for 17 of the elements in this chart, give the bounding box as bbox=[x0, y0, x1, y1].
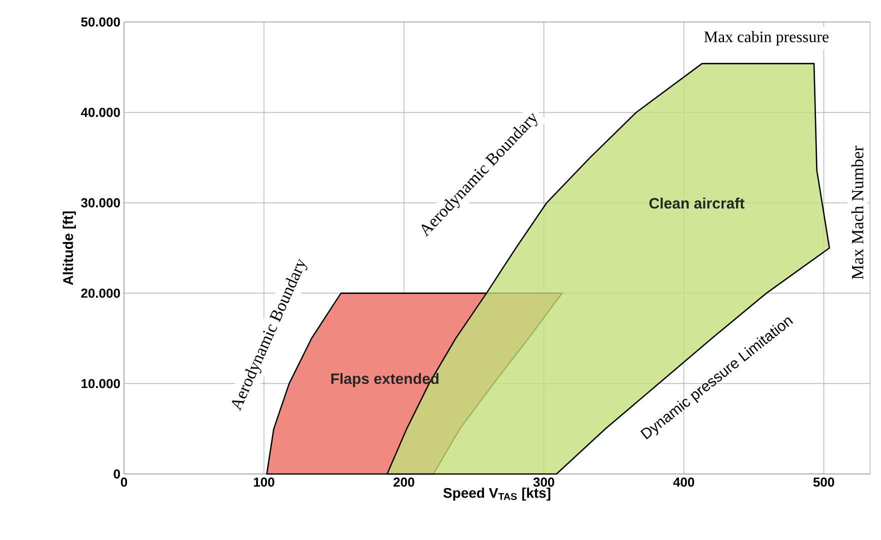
x-tick-label: 400 bbox=[673, 478, 694, 487]
annotation: Max Mach Number bbox=[851, 146, 864, 280]
y-tick-label: 50.000 bbox=[81, 17, 120, 27]
series-label: Clean aircraft bbox=[649, 198, 744, 209]
annotation: Max cabin pressure bbox=[704, 31, 829, 46]
x-tick-label: 0 bbox=[120, 478, 128, 487]
x-tick-label: 300 bbox=[533, 478, 554, 487]
x-tick-label: 500 bbox=[813, 478, 834, 487]
y-axis-title: Altitude [ft] bbox=[62, 211, 76, 285]
x-tick-label: 200 bbox=[394, 478, 414, 487]
y-tick-label: 10.000 bbox=[82, 378, 120, 388]
y-tick-label: 0 bbox=[114, 469, 120, 479]
x-axis-title: Speed V$_{TAS}$ [kts] bbox=[443, 488, 550, 501]
y-tick-label: 20.000 bbox=[81, 288, 120, 298]
y-tick-label: 30.000 bbox=[81, 198, 120, 208]
y-tick-label: 40.000 bbox=[80, 108, 120, 117]
x-tick-label: 100 bbox=[254, 478, 274, 487]
